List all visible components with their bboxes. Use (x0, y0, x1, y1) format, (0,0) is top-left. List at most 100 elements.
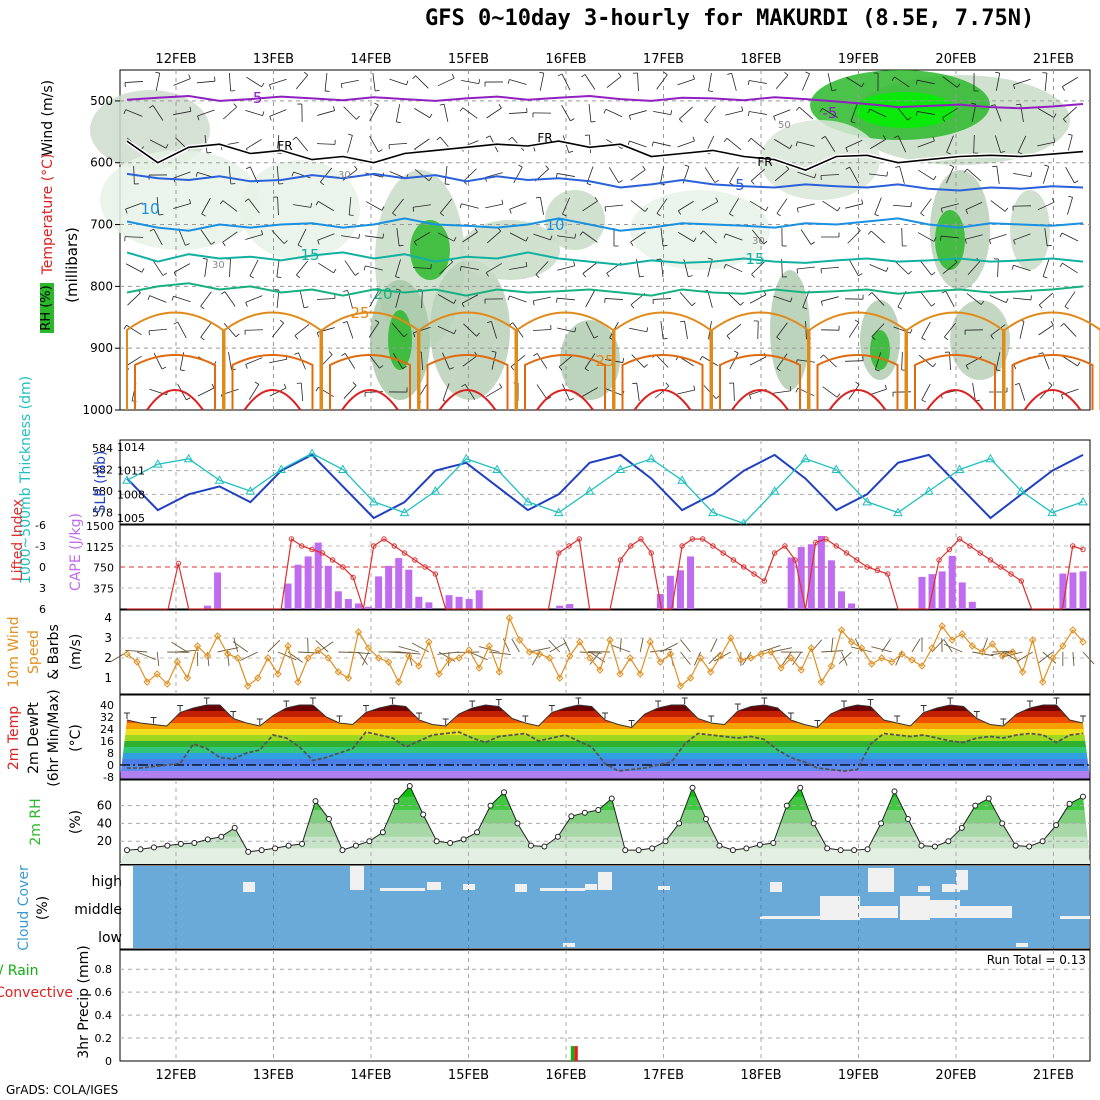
wind-barb (223, 106, 237, 120)
wind-barb (1059, 262, 1063, 268)
wind-barb (582, 231, 598, 243)
wind-barb (858, 273, 863, 277)
wind-barb (189, 106, 192, 112)
wind-barb (581, 387, 599, 397)
wind-speed-marker (304, 654, 312, 662)
isotherm-35 (731, 389, 789, 411)
wind-barb (395, 290, 401, 308)
wind-barb (915, 80, 918, 85)
rh-marker (864, 846, 871, 853)
cloud-gap (918, 886, 930, 892)
surface-wind-barb (563, 638, 571, 653)
wind-barb (539, 73, 545, 91)
isotherm-30 (719, 354, 801, 410)
wind-speed-marker (233, 654, 242, 662)
wind-speed-marker (505, 614, 514, 622)
wind-barb (870, 139, 886, 149)
wind-barb (776, 198, 788, 214)
precip-tick-label: 0.8 (95, 963, 113, 976)
minmax-marker (256, 718, 263, 725)
wind-barb (665, 382, 670, 387)
wind-barb (699, 356, 703, 361)
wind-speed-marker (888, 658, 896, 666)
temp-legend-label: (°C) (68, 724, 84, 752)
wind-barb (173, 78, 191, 86)
surface-wind-barb (792, 651, 802, 666)
wind-barb (847, 230, 861, 244)
wind-barb (149, 105, 154, 109)
lifted-index-marker (422, 564, 428, 570)
cape-bar (676, 570, 684, 609)
cloud-gap (463, 884, 475, 890)
wind-speed-marker (465, 646, 473, 654)
rh-marker (1066, 800, 1073, 807)
wind-barb (1037, 141, 1055, 147)
wind-barb (222, 231, 238, 243)
wind-barb (343, 289, 348, 292)
wind-barb (437, 232, 455, 242)
surface-wind-barb (398, 651, 421, 655)
wind-barb (442, 352, 450, 370)
wind-barb (849, 259, 859, 277)
rh-marker (972, 802, 979, 809)
wind-speed-marker (757, 650, 765, 658)
wind-barb (557, 297, 575, 301)
wind-barb (1053, 137, 1056, 143)
lifted-index-marker (967, 543, 973, 549)
wind-barb (973, 134, 975, 154)
wind-barb (871, 230, 885, 244)
wind-barb (1017, 135, 1027, 153)
precip-tick-label: 0.2 (95, 1032, 113, 1045)
rh-marker (218, 833, 225, 840)
surface-wind-barb (619, 637, 622, 653)
wind-barb (300, 382, 304, 402)
wind-barb (248, 384, 260, 400)
wind-barb (605, 108, 623, 118)
surface-wind-barb (511, 638, 520, 653)
isotherm-30 (1011, 354, 1094, 410)
wind-barb (606, 76, 622, 88)
wind-speed-marker (254, 674, 262, 682)
wind-barb (389, 78, 407, 86)
wind-speed-marker (878, 654, 886, 662)
wind-barb (507, 79, 510, 84)
date-label-top: 21FEB (1033, 52, 1074, 67)
wind-barb (1038, 352, 1043, 355)
wind-speed-line (126, 616, 1084, 688)
rh-marker (1026, 843, 1033, 850)
rh-marker (379, 829, 386, 836)
minmax-marker (363, 705, 369, 712)
minmax-marker (283, 700, 290, 707)
wind-barb (420, 351, 424, 371)
lifted-index-marker (432, 571, 439, 577)
temp-tick-label: -8 (103, 771, 114, 784)
lifted-index-marker (617, 557, 624, 563)
surface-wind-barb (298, 651, 321, 654)
lifted-index-marker (946, 546, 953, 553)
rh-marker (527, 842, 534, 849)
wind-speed-marker (606, 636, 614, 644)
wind-barb (316, 298, 336, 300)
surface-wind-barb (770, 647, 793, 653)
wind-barb (608, 167, 620, 183)
rh-marker (985, 795, 992, 802)
wind-barb (1063, 323, 1077, 337)
wind-barb (509, 266, 527, 270)
wind-speed-marker (898, 650, 906, 658)
wind-barb (388, 142, 408, 146)
wind-barb (874, 352, 882, 370)
wind-barb (715, 395, 720, 399)
wind-panel (110, 609, 1095, 695)
thickness-marker (954, 464, 965, 474)
wind-barb (750, 137, 766, 151)
wind-barb (197, 115, 200, 121)
wind-barb (1064, 291, 1076, 307)
wind-barb (333, 106, 336, 111)
wind-barb (883, 135, 887, 140)
rh-legend-label: 2m RH (28, 798, 44, 845)
wind-speed-marker (1018, 668, 1027, 676)
wind-barb (228, 165, 232, 185)
wind-barb (797, 203, 815, 209)
lifted-index-marker (761, 578, 768, 584)
wind-barb (535, 196, 541, 199)
